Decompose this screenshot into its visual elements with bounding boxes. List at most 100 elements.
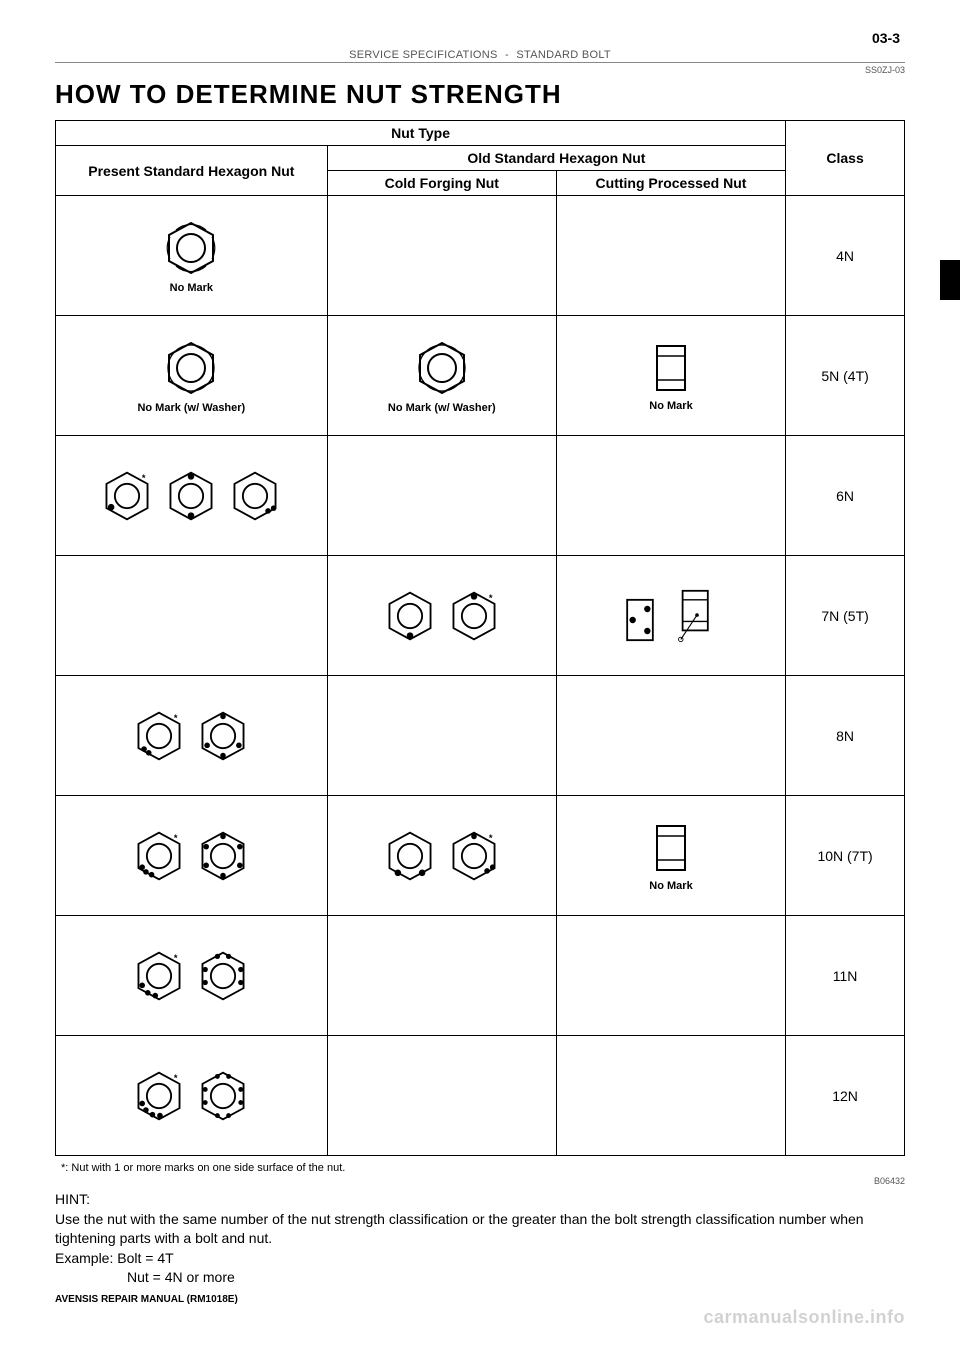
- nut-side-groove-icon: [670, 584, 724, 648]
- cell-class-7n: 7N (5T): [786, 556, 905, 676]
- watermark-text: carmanualsonline.info: [703, 1307, 905, 1328]
- cell-cold-4n: [327, 196, 556, 316]
- nut-caption: No Mark: [561, 400, 781, 412]
- cell-cold-6n: [327, 436, 556, 556]
- hex-nut-2mark-icon: *: [131, 708, 187, 764]
- page-title: HOW TO DETERMINE NUT STRENGTH: [55, 79, 905, 110]
- svg-text:*: *: [142, 473, 146, 483]
- section-header: SERVICE SPECIFICATIONS - STANDARD BOLT: [55, 49, 905, 61]
- cell-cut-4n: [556, 196, 785, 316]
- nut-side-icon: [647, 820, 695, 876]
- manual-id-line: AVENSIS REPAIR MANUAL (RM1018E): [55, 1294, 905, 1305]
- th-old: Old Standard Hexagon Nut: [327, 146, 785, 171]
- th-cold: Cold Forging Nut: [327, 171, 556, 196]
- cell-present-12n: *: [56, 1036, 328, 1156]
- cell-present-5n: No Mark (w/ Washer): [56, 316, 328, 436]
- header-code: SS0ZJ-03: [55, 65, 905, 75]
- svg-text:*: *: [174, 713, 178, 723]
- hex-nut-mark1-icon: [382, 588, 438, 644]
- cell-cold-12n: [327, 1036, 556, 1156]
- example-line: Example: Bolt = 4T: [55, 1249, 905, 1269]
- hex-nut-2markb-icon: [382, 828, 438, 884]
- nut-caption: No Mark (w/ Washer): [60, 402, 323, 414]
- th-nut-type: Nut Type: [56, 121, 786, 146]
- table-row: No Mark 4N: [56, 196, 905, 316]
- cell-cold-10n: *: [327, 796, 556, 916]
- cell-present-7n: [56, 556, 328, 676]
- svg-text:*: *: [174, 833, 178, 843]
- svg-text:*: *: [174, 953, 178, 963]
- page-number: 03-3: [872, 30, 900, 46]
- nut-caption: No Mark (w/ Washer): [332, 402, 552, 414]
- cell-present-11n: *: [56, 916, 328, 1036]
- hex-nut-mark2-icon: [163, 468, 219, 524]
- cell-cut-10n: No Mark: [556, 796, 785, 916]
- hex-nut-3mark-icon: *: [131, 828, 187, 884]
- figure-code: B06432: [55, 1176, 905, 1186]
- th-present: Present Standard Hexagon Nut: [56, 146, 328, 196]
- table-row: *: [56, 1036, 905, 1156]
- nut-side-icon: [647, 340, 695, 396]
- hex-nut-mark1b-icon: *: [446, 588, 502, 644]
- cell-present-10n: *: [56, 796, 328, 916]
- nut-caption: No Mark: [561, 880, 781, 892]
- svg-text:*: *: [174, 1073, 178, 1083]
- hint-body: Use the nut with the same number of the …: [55, 1210, 905, 1249]
- hex-nut-6mark-icon: [195, 828, 251, 884]
- cell-cold-11n: [327, 916, 556, 1036]
- cell-class-8n: 8N: [786, 676, 905, 796]
- nut-caption: No Mark: [60, 282, 323, 294]
- table-row: * 8N: [56, 676, 905, 796]
- cell-cut-8n: [556, 676, 785, 796]
- table-row: *: [56, 556, 905, 676]
- cell-present-8n: *: [56, 676, 328, 796]
- table-row: Nut Type Class: [56, 121, 905, 146]
- hint-label: HINT:: [55, 1190, 905, 1210]
- table-footnote: *: Nut with 1 or more marks on one side …: [61, 1162, 905, 1174]
- table-row: *: [56, 436, 905, 556]
- cell-cold-7n: *: [327, 556, 556, 676]
- cell-cold-5n: No Mark (w/ Washer): [327, 316, 556, 436]
- svg-text:*: *: [489, 593, 493, 603]
- cell-class-4n: 4N: [786, 196, 905, 316]
- cell-class-5n: 5N (4T): [786, 316, 905, 436]
- hex-nut-washer-icon: [412, 338, 472, 398]
- table-row: *: [56, 916, 905, 1036]
- table-row: *: [56, 796, 905, 916]
- table-row: Present Standard Hexagon Nut Old Standar…: [56, 146, 905, 171]
- cell-class-6n: 6N: [786, 436, 905, 556]
- hex-nut-3markb-icon: *: [131, 948, 187, 1004]
- nut-strength-table: Nut Type Class Present Standard Hexagon …: [55, 120, 905, 1156]
- cell-cut-6n: [556, 436, 785, 556]
- table-row: No Mark (w/ Washer) No Mark (w/ Washer): [56, 316, 905, 436]
- hex-nut-4markb-icon: *: [131, 1068, 187, 1124]
- side-index-tab: [940, 260, 960, 300]
- example-line-2: Nut = 4N or more: [127, 1268, 905, 1288]
- th-cut: Cutting Processed Nut: [556, 171, 785, 196]
- cell-class-11n: 11N: [786, 916, 905, 1036]
- hex-nut-6markb-icon: [195, 948, 251, 1004]
- svg-text:*: *: [489, 833, 493, 843]
- cell-class-10n: 10N (7T): [786, 796, 905, 916]
- cell-cold-8n: [327, 676, 556, 796]
- header-right: STANDARD BOLT: [516, 49, 611, 61]
- nut-side-marks-icon: [618, 592, 662, 648]
- cell-cut-7n: [556, 556, 785, 676]
- hex-nut-8mark-icon: [195, 1068, 251, 1124]
- cell-present-4n: No Mark: [56, 196, 328, 316]
- cell-cut-5n: No Mark: [556, 316, 785, 436]
- header-divider: [55, 62, 905, 63]
- th-class: Class: [786, 121, 905, 196]
- hex-nut-mark2b-icon: [227, 468, 283, 524]
- cell-cut-12n: [556, 1036, 785, 1156]
- hex-nut-washer-icon: [161, 338, 221, 398]
- cell-present-6n: *: [56, 436, 328, 556]
- header-left: SERVICE SPECIFICATIONS: [349, 49, 498, 61]
- cell-cut-11n: [556, 916, 785, 1036]
- hex-nut-4mark-icon: [195, 708, 251, 764]
- hex-nut-2markc-icon: *: [446, 828, 502, 884]
- cell-class-12n: 12N: [786, 1036, 905, 1156]
- hex-nut-icon: [161, 218, 221, 278]
- hex-nut-mark1-icon: *: [99, 468, 155, 524]
- header-sep: -: [505, 49, 509, 61]
